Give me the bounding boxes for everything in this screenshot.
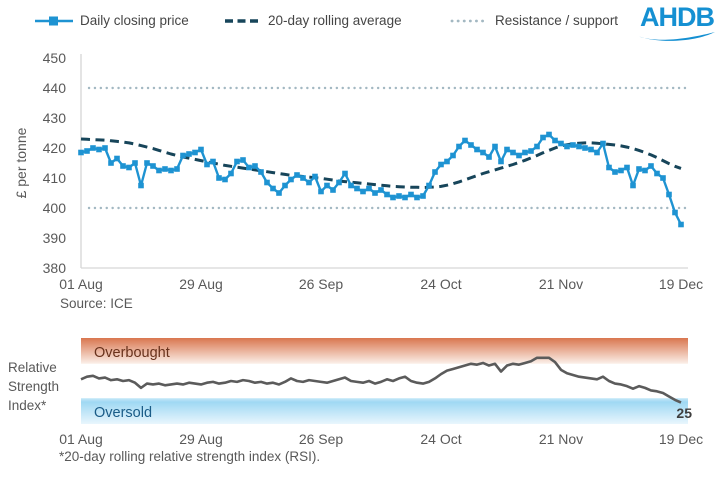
x-tick-label: 01 Aug <box>59 431 103 447</box>
y-tick-label: 430 <box>43 110 67 126</box>
ahdb-logo: AHDB <box>637 4 717 48</box>
dotted-line-icon <box>450 19 488 22</box>
legend-item-daily-closing-price: Daily closing price <box>35 13 189 28</box>
ahdb-wave-swoosh-icon <box>639 32 715 41</box>
legend-label: Daily closing price <box>80 13 189 28</box>
x-tick-label: 29 Aug <box>179 431 223 447</box>
rsi-axis-label: Relative Strength Index* <box>8 360 60 413</box>
x-tick-label: 21 Nov <box>539 431 583 447</box>
ahdb-logo-text: AHDB <box>640 2 715 32</box>
rolling-average-line <box>80 137 682 190</box>
overbought-label: Overbought <box>94 345 170 361</box>
price-markers <box>78 131 684 228</box>
legend-label: 20-day rolling average <box>268 13 402 28</box>
rsi-chart-svg: Overbought Oversold 25 01 Aug 29 Aug 26 Sep 24… <box>59 338 703 447</box>
y-tick-label: 400 <box>43 200 67 216</box>
y-tick-label: 440 <box>43 80 67 96</box>
x-tick-label: 19 Dec <box>659 431 703 447</box>
rsi-line <box>80 356 682 404</box>
x-tick-label: 19 Dec <box>659 276 703 292</box>
x-tick-label: 01 Aug <box>59 276 103 292</box>
x-tick-label: 26 Sep <box>299 431 344 447</box>
dashed-line-icon <box>225 18 261 23</box>
overbought-band <box>81 338 688 364</box>
rsi-chart: Overbought Oversold 25 01 Aug 29 Aug 26 Sep 24… <box>0 334 723 459</box>
legend-item-resistance-support: Resistance / support <box>450 13 618 28</box>
rsi-footnote: *20-day rolling relative strength index … <box>59 449 321 464</box>
legend-label: Resistance / support <box>495 13 619 28</box>
x-tick-label: 24 Oct <box>420 431 461 447</box>
y-tick-label: 450 <box>43 50 67 66</box>
price-chart-svg: 380 390 400 410 420 430 440 450 £ per tonne 01 Au… <box>13 50 703 292</box>
oversold-label: Oversold <box>94 405 152 421</box>
source-note: Source: ICE <box>60 296 133 311</box>
x-tick-label: 29 Aug <box>179 276 223 292</box>
y-tick-label: 390 <box>43 230 67 246</box>
line-with-square-marker-icon <box>35 16 73 25</box>
rsi-end-value: 25 <box>676 405 692 421</box>
oversold-band <box>81 398 688 424</box>
x-tick-label: 26 Sep <box>299 276 344 292</box>
price-chart: 380 390 400 410 420 430 440 450 £ per tonne 01 Au… <box>0 48 723 301</box>
x-tick-label: 24 Oct <box>420 276 461 292</box>
y-tick-label: 420 <box>43 140 67 156</box>
x-tick-label: 21 Nov <box>539 276 583 292</box>
legend-item-rolling-average: 20-day rolling average <box>225 13 402 28</box>
y-tick-label: 410 <box>43 170 67 186</box>
y-tick-label: 380 <box>43 260 67 276</box>
y-axis-title: £ per tonne <box>13 127 29 198</box>
